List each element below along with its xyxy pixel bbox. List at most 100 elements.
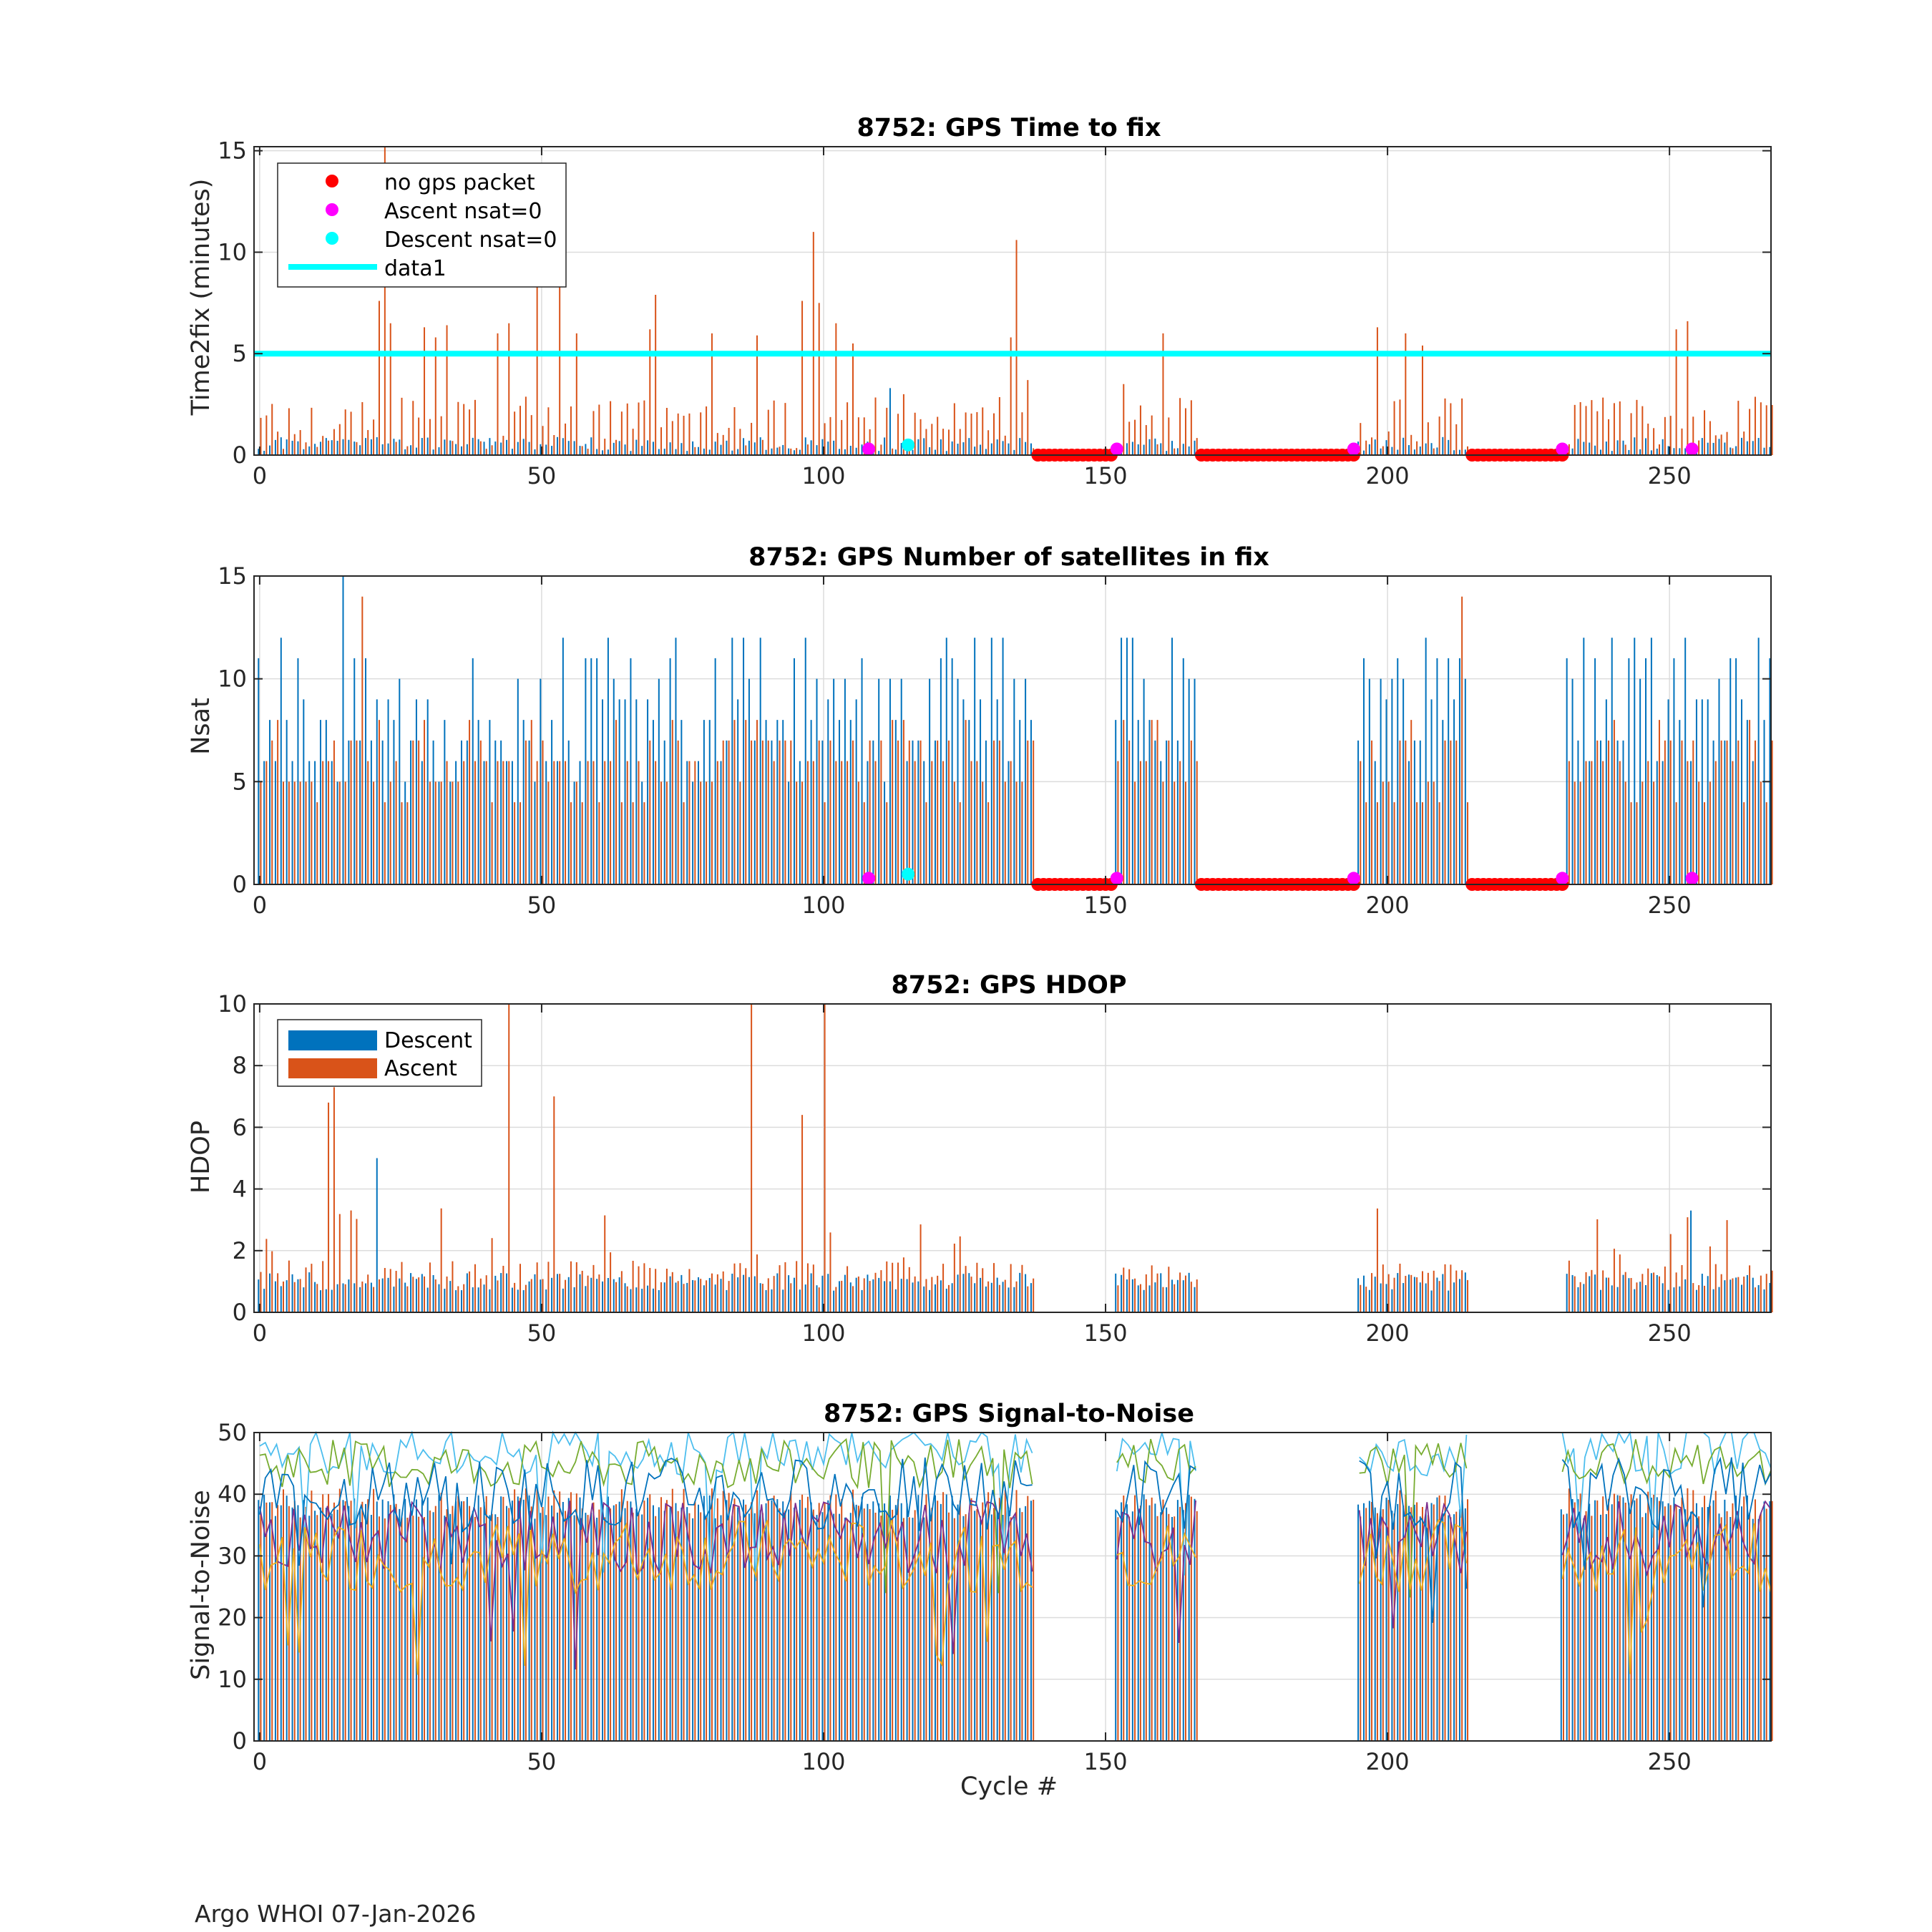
snr-series-line xyxy=(1116,1526,1196,1586)
x-tick-label: 0 xyxy=(253,1319,267,1347)
x-tick-label: 150 xyxy=(1083,1319,1127,1347)
snr-series-line xyxy=(1561,1523,1772,1674)
x-tick-label: 50 xyxy=(527,1748,557,1775)
panel1-ylabel: Time2fix (minutes) xyxy=(187,179,215,416)
x-tick-label: 200 xyxy=(1366,892,1410,919)
plot-area xyxy=(254,1004,1771,1312)
legend-no-gps-label: no gps packet xyxy=(384,170,535,195)
y-tick-label: 10 xyxy=(218,238,247,265)
x-tick-label: 250 xyxy=(1648,1319,1692,1347)
y-tick-label: 0 xyxy=(233,1299,247,1326)
legend-descent-swatch xyxy=(288,1030,377,1050)
y-tick-label: 10 xyxy=(218,665,247,693)
x-tick-label: 100 xyxy=(801,462,845,489)
x-tick-label: 0 xyxy=(253,1748,267,1775)
x-tick-label: 250 xyxy=(1648,892,1692,919)
legend-descent-label: Descent xyxy=(384,1028,472,1053)
marker-ascent-nsat0 xyxy=(862,872,876,885)
y-tick-label: 40 xyxy=(218,1480,247,1508)
x-tick-label: 100 xyxy=(801,1319,845,1347)
panel2-axes: 0 50 100 150 200 250 0 5 10 15 xyxy=(218,562,1773,919)
legend-data1-label: data1 xyxy=(384,256,447,281)
legend-ascent-swatch xyxy=(288,1058,377,1078)
snr-series-line xyxy=(1359,1435,1468,1518)
y-tick-label: 10 xyxy=(218,990,247,1018)
x-tick-label: 150 xyxy=(1083,892,1127,919)
legend-descent-nsat0-label: Descent nsat=0 xyxy=(384,228,557,253)
panel3-legend: Descent Ascent xyxy=(277,1019,482,1087)
snr-series-line xyxy=(1359,1460,1468,1623)
x-tick-label: 100 xyxy=(801,1748,845,1775)
snr-series-line xyxy=(259,1519,1033,1675)
marker-ascent-nsat0 xyxy=(1556,442,1569,456)
y-tick-label: 5 xyxy=(233,340,247,367)
y-tick-label: 8 xyxy=(233,1052,247,1079)
x-tick-label: 0 xyxy=(253,462,267,489)
panel3-title: 8752: GPS HDOP xyxy=(891,971,1126,1000)
legend-descent-nsat0-marker xyxy=(326,232,338,245)
marker-ascent-nsat0 xyxy=(1556,872,1569,885)
y-tick-label: 15 xyxy=(218,562,247,590)
x-tick-label: 200 xyxy=(1366,462,1410,489)
snr-series-line xyxy=(1359,1443,1468,1598)
y-tick-label: 15 xyxy=(218,137,247,165)
legend-ascent-label: Ascent xyxy=(384,1056,457,1081)
snr-series-line xyxy=(1116,1500,1196,1644)
marker-ascent-nsat0 xyxy=(1347,872,1360,885)
y-tick-label: 2 xyxy=(233,1237,247,1264)
panel4-ylabel: Signal-to-Noise xyxy=(187,1490,215,1680)
y-tick-label: 5 xyxy=(233,768,247,795)
axes-frame xyxy=(253,575,1772,885)
legend-no-gps-marker xyxy=(326,175,338,187)
x-tick-label: 100 xyxy=(801,892,845,919)
y-tick-label: 0 xyxy=(233,871,247,898)
legend-ascent-nsat0-label: Ascent nsat=0 xyxy=(384,199,542,224)
panel-snr: 8752: GPS Signal-to-Noise Signal-to-Nois… xyxy=(187,1400,1773,1801)
snr-series-line xyxy=(1116,1432,1196,1576)
panel1-legend: no gps packet Ascent nsat=0 Descent nsat… xyxy=(277,162,567,288)
panel4-title: 8752: GPS Signal-to-Noise xyxy=(824,1400,1194,1428)
panel3-axes: 0 50 100 150 200 250 0 2 4 6 8 10 xyxy=(218,990,1773,1347)
x-tick-label: 50 xyxy=(527,892,557,919)
footer-stamp: Argo WHOI 07-Jan-2026 xyxy=(195,1900,477,1928)
panel3-ylabel: HDOP xyxy=(187,1121,215,1194)
x-tick-label: 250 xyxy=(1648,1748,1692,1775)
y-tick-label: 6 xyxy=(233,1113,247,1141)
y-tick-label: 10 xyxy=(218,1666,247,1693)
snr-series-line xyxy=(259,1499,1033,1670)
x-tick-label: 200 xyxy=(1366,1748,1410,1775)
panel1-title: 8752: GPS Time to fix xyxy=(857,114,1161,142)
y-tick-label: 50 xyxy=(218,1419,247,1446)
x-tick-label: 150 xyxy=(1083,462,1127,489)
x-tick-label: 0 xyxy=(253,892,267,919)
axes-frame xyxy=(253,1003,1772,1313)
axes-frame xyxy=(253,146,1772,456)
x-tick-label: 50 xyxy=(527,462,557,489)
marker-ascent-nsat0 xyxy=(1685,442,1699,456)
panel-nsat: 8752: GPS Number of satellites in fix Ns… xyxy=(187,543,1773,919)
marker-descent-nsat0 xyxy=(902,867,915,881)
y-tick-label: 0 xyxy=(233,441,247,469)
x-tick-label: 250 xyxy=(1648,462,1692,489)
x-tick-label: 50 xyxy=(527,1319,557,1347)
x-tick-label: 200 xyxy=(1366,1319,1410,1347)
y-tick-label: 4 xyxy=(233,1176,247,1203)
panel4-axes: 0 50 100 150 200 250 0 10 20 30 40 50 xyxy=(218,1419,1773,1775)
snr-series-line xyxy=(1358,1519,1468,1592)
snr-series-line xyxy=(1561,1439,1772,1486)
snr-series-line xyxy=(259,1457,1033,1566)
snr-series-line xyxy=(1116,1460,1196,1529)
panel-time-to-fix: 8752: GPS Time to fix Time2fix (minutes)… xyxy=(187,114,1773,489)
marker-ascent-nsat0 xyxy=(1110,872,1123,885)
snr-series-line xyxy=(1561,1430,1772,1538)
marker-descent-nsat0 xyxy=(902,438,915,452)
panel2-title: 8752: GPS Number of satellites in fix xyxy=(748,543,1269,572)
y-tick-label: 20 xyxy=(218,1604,247,1631)
xlabel: Cycle # xyxy=(960,1772,1058,1801)
legend-ascent-nsat0-marker xyxy=(326,203,338,216)
marker-ascent-nsat0 xyxy=(862,442,876,456)
marker-ascent-nsat0 xyxy=(1110,442,1123,456)
panel-hdop: 8752: GPS HDOP HDOP 0 50 100 150 200 250 0 2 4 6 8… xyxy=(187,971,1773,1347)
panel2-ylabel: Nsat xyxy=(187,698,215,755)
